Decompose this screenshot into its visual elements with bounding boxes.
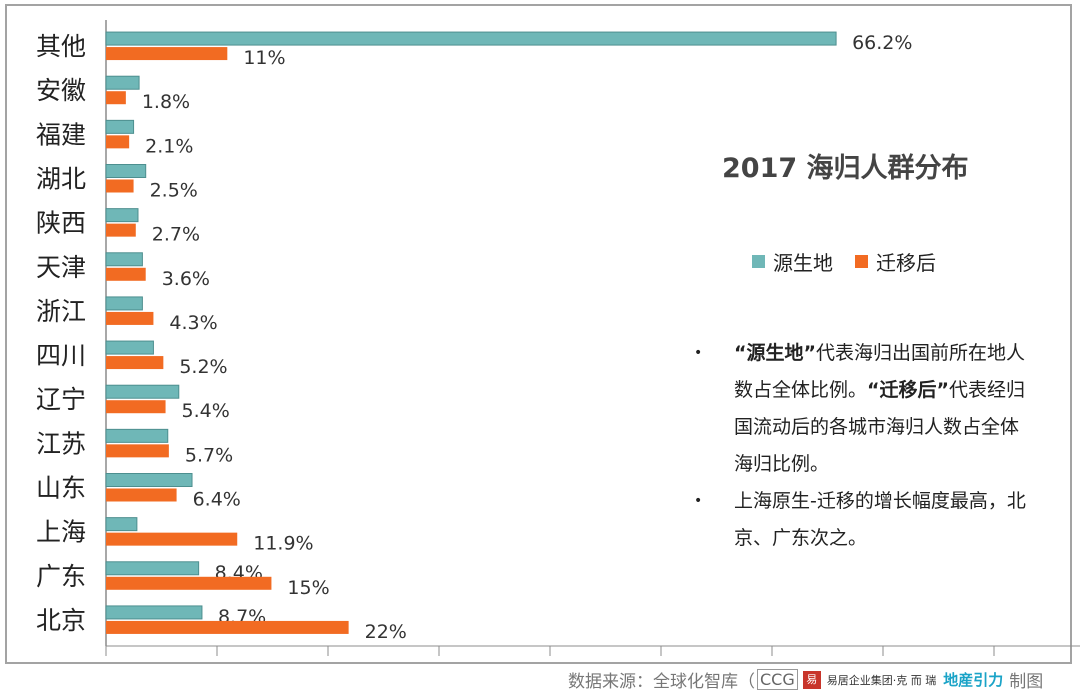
bar-origin (105, 428, 169, 443)
bar-origin (105, 517, 138, 532)
bar-origin (105, 75, 140, 90)
data-label-after: 22% (365, 621, 407, 643)
bar-after (106, 532, 238, 546)
bar-after (106, 267, 146, 281)
note-term-after: “迁移后” (867, 379, 949, 401)
legend-item-after: 迁移后 (855, 247, 936, 276)
bar-after (106, 223, 136, 237)
data-label-after: 5.4% (182, 400, 230, 422)
bar-origin (105, 31, 837, 46)
data-label-after: 2.7% (152, 224, 200, 246)
category-label: 上海 (36, 518, 86, 547)
bar-origin (105, 208, 139, 223)
bar-origin (105, 340, 154, 355)
data-label-after: 5.7% (185, 444, 233, 466)
legend-label-after: 迁移后 (876, 251, 936, 275)
data-label-after: 2.1% (145, 135, 193, 157)
bar-origin (105, 605, 203, 620)
category-label: 江苏 (36, 429, 86, 458)
bullet-icon: • (694, 493, 703, 509)
note-finding-text: 上海原生-迁移的增长幅度最高，北京、广东次之。 (734, 490, 1026, 549)
legend-swatch-origin (752, 255, 765, 268)
data-label-after: 4.3% (169, 312, 217, 334)
category-label: 浙江 (36, 297, 86, 326)
bar-origin (105, 384, 180, 399)
bar-after (106, 620, 349, 634)
yiju-seal-logo: 易 (802, 670, 821, 689)
category-label: 辽宁 (36, 385, 86, 414)
bar-after (106, 179, 134, 193)
bar-after (106, 576, 272, 590)
bar-origin (105, 296, 143, 311)
note-definition-text: “源生地”代表海归出国前所在地人数占全体比例。“迁移后”代表经归国流动后的各城市… (734, 335, 1035, 483)
bar-after (106, 47, 228, 61)
legend-swatch-after (855, 255, 868, 268)
bar-origin (105, 119, 135, 134)
chart-frame (5, 4, 1072, 664)
bar-after (106, 311, 154, 325)
data-label-after: 11.9% (253, 533, 313, 555)
data-label-after: 5.2% (179, 356, 227, 378)
data-label-after: 6.4% (193, 489, 241, 511)
bar-after (106, 356, 164, 370)
category-label: 山东 (36, 474, 86, 503)
notes-box: • “源生地”代表海归出国前所在地人数占全体比例。“迁移后”代表经归国流动后的各… (690, 335, 1035, 557)
bullet-icon: • (694, 345, 703, 361)
bar-after (106, 444, 169, 458)
note-definition: • “源生地”代表海归出国前所在地人数占全体比例。“迁移后”代表经归国流动后的各… (690, 335, 1035, 483)
bar-origin (105, 473, 193, 487)
data-label-after: 1.8% (142, 91, 190, 113)
note-finding: • 上海原生-迁移的增长幅度最高，北京、广东次之。 (690, 483, 1035, 557)
category-label: 北京 (36, 606, 86, 635)
bar-after (106, 135, 130, 149)
category-label: 广东 (36, 562, 86, 591)
bar-after (106, 400, 166, 414)
category-label: 陕西 (36, 209, 86, 238)
bar-origin (105, 252, 143, 267)
category-label: 其他 (36, 32, 86, 61)
category-label: 湖北 (36, 165, 86, 194)
chart-title: 2017 海归人群分布 (722, 153, 969, 184)
legend: 源生地 迁移后 (752, 247, 958, 276)
data-label-after: 15% (287, 577, 329, 599)
note-term-origin: “源生地” (734, 342, 816, 364)
bar-origin (105, 164, 147, 178)
brand-logo: 地産引力 (943, 671, 1004, 689)
source-suffix: 制图 (1009, 672, 1044, 692)
ccg-logo: CCG (757, 669, 798, 690)
bar-origin (105, 561, 200, 576)
source-prefix: 数据来源：全球化智库（ (568, 672, 755, 692)
category-label: 安徽 (36, 76, 86, 105)
data-label-after: 11% (243, 47, 285, 69)
legend-label-origin: 源生地 (773, 251, 833, 275)
legend-item-origin: 源生地 (752, 247, 833, 276)
category-label: 天津 (36, 253, 86, 282)
group-logo-text: 易居企业集团·克 而 瑞 (826, 673, 937, 687)
category-label: 福建 (36, 120, 86, 149)
bar-after (106, 91, 126, 105)
category-label: 四川 (36, 341, 86, 370)
note-after-desc: 代表经归国流动后的各城市海归人数占全体海归比例。 (734, 379, 1026, 475)
source-footer: 数据来源：全球化智库（ CCG 易 易居企业集团·克 而 瑞 地産引力 制图 (568, 667, 1043, 692)
note-origin-desc: 代表海归出国前所在地人数占全体比例。 (734, 342, 1025, 401)
data-label-after: 3.6% (162, 268, 210, 290)
data-label-after: 2.5% (150, 180, 198, 202)
bar-after (106, 488, 177, 502)
data-label-origin: 66.2% (852, 32, 912, 54)
